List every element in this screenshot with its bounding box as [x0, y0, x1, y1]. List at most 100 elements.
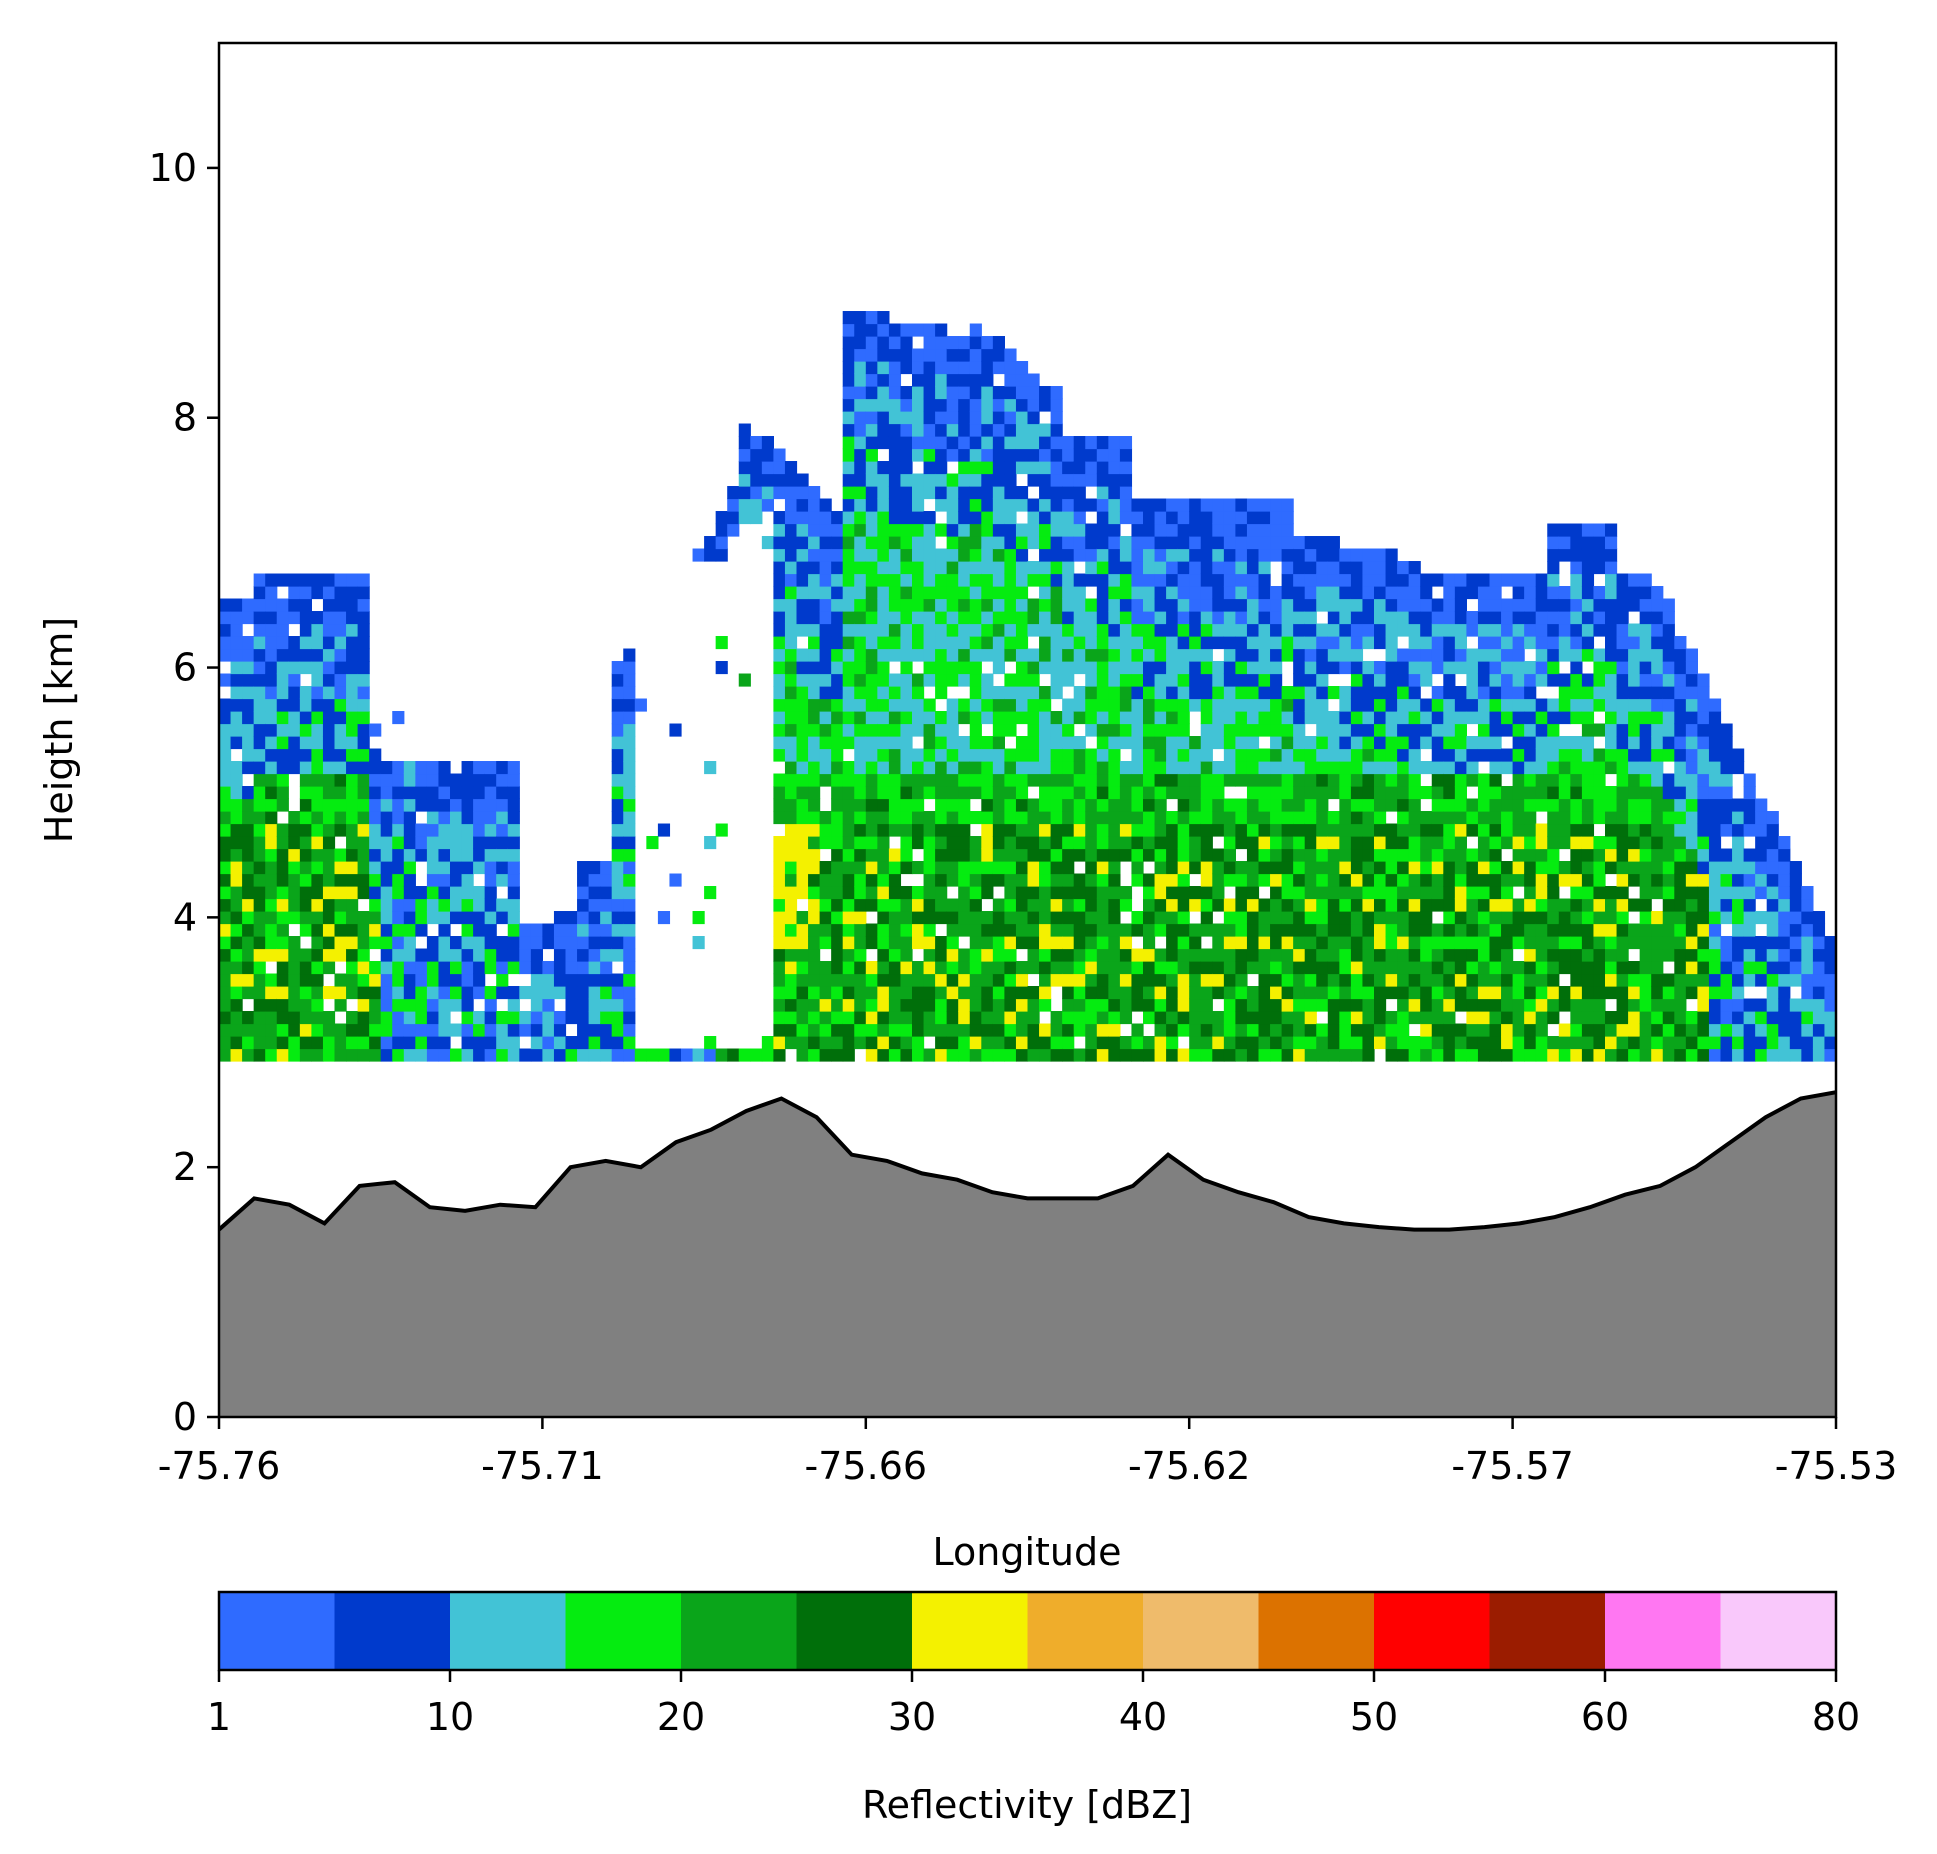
- reflectivity-cell: [1085, 948, 1098, 962]
- reflectivity-cell: [611, 736, 624, 750]
- reflectivity-cell: [299, 786, 312, 800]
- reflectivity-cell: [369, 811, 382, 825]
- reflectivity-cell: [923, 398, 936, 412]
- reflectivity-cell: [854, 1023, 867, 1037]
- reflectivity-cell: [265, 861, 278, 875]
- reflectivity-cell: [1073, 973, 1086, 987]
- reflectivity-cell: [380, 873, 393, 887]
- reflectivity-cell: [1270, 598, 1283, 612]
- reflectivity-cell: [1778, 973, 1791, 987]
- reflectivity-cell: [819, 723, 832, 737]
- reflectivity-cell: [1027, 598, 1040, 612]
- reflectivity-cell: [1050, 948, 1063, 962]
- reflectivity-cell: [935, 1048, 948, 1062]
- reflectivity-cell: [623, 898, 636, 912]
- reflectivity-cell: [1004, 523, 1017, 537]
- reflectivity-cell: [923, 661, 936, 675]
- reflectivity-cell: [1570, 923, 1583, 937]
- reflectivity-cell: [1385, 848, 1398, 862]
- reflectivity-cell: [1708, 786, 1722, 800]
- reflectivity-cell: [242, 911, 255, 925]
- reflectivity-cell: [1004, 536, 1017, 550]
- reflectivity-cell: [831, 998, 844, 1012]
- reflectivity-cell: [1327, 961, 1340, 975]
- reflectivity-cell: [415, 836, 428, 850]
- reflectivity-cell: [784, 986, 798, 1000]
- reflectivity-cell: [865, 848, 878, 862]
- reflectivity-cell: [992, 973, 1005, 987]
- reflectivity-cell: [242, 711, 255, 725]
- reflectivity-cell: [1212, 811, 1225, 825]
- reflectivity-cell: [831, 736, 844, 750]
- reflectivity-cell: [969, 698, 982, 712]
- reflectivity-cell: [923, 698, 936, 712]
- reflectivity-cell: [992, 436, 1005, 450]
- reflectivity-cell: [1166, 686, 1179, 700]
- reflectivity-cell: [946, 536, 959, 550]
- reflectivity-cell: [1027, 848, 1040, 862]
- reflectivity-cell: [1143, 711, 1156, 725]
- reflectivity-cell: [912, 911, 925, 925]
- reflectivity-cell: [1339, 611, 1352, 625]
- reflectivity-cell: [958, 373, 971, 387]
- reflectivity-cell: [1293, 773, 1306, 787]
- reflectivity-cell: [981, 486, 994, 500]
- reflectivity-cell: [1235, 923, 1248, 937]
- reflectivity-cell: [1581, 998, 1595, 1012]
- reflectivity-cell: [415, 1023, 428, 1037]
- reflectivity-cell: [1119, 573, 1133, 587]
- reflectivity-cell: [1189, 598, 1202, 612]
- reflectivity-cell: [1327, 636, 1340, 650]
- reflectivity-cell: [1200, 636, 1213, 650]
- reflectivity-cell: [322, 936, 336, 950]
- reflectivity-cell: [1639, 936, 1652, 950]
- reflectivity-cell: [276, 998, 289, 1012]
- reflectivity-cell: [253, 636, 266, 650]
- reflectivity-cell: [1443, 998, 1456, 1012]
- reflectivity-cell: [1131, 848, 1144, 862]
- reflectivity-cell: [230, 998, 243, 1012]
- reflectivity-cell: [1281, 773, 1294, 787]
- reflectivity-cell: [1027, 523, 1040, 537]
- reflectivity-cell: [1293, 711, 1306, 725]
- reflectivity-cell: [1501, 723, 1514, 737]
- reflectivity-cell: [1073, 523, 1086, 537]
- reflectivity-cell: [1177, 1023, 1190, 1037]
- reflectivity-cell: [1489, 673, 1502, 687]
- reflectivity-cell: [1524, 673, 1537, 687]
- reflectivity-cell: [854, 836, 867, 850]
- reflectivity-cell: [311, 798, 324, 812]
- reflectivity-cell: [1766, 936, 1779, 950]
- reflectivity-cell: [842, 873, 855, 887]
- reflectivity-cell: [1339, 598, 1352, 612]
- reflectivity-cell: [888, 536, 902, 550]
- reflectivity-cell: [796, 998, 809, 1012]
- reflectivity-cell: [935, 748, 948, 762]
- reflectivity-cell: [1327, 811, 1340, 825]
- reflectivity-cell: [1154, 736, 1167, 750]
- reflectivity-cell: [1166, 511, 1179, 525]
- reflectivity-cell: [507, 961, 520, 975]
- reflectivity-cell: [1119, 498, 1133, 512]
- reflectivity-cell: [1004, 461, 1017, 475]
- reflectivity-cell: [1062, 573, 1075, 587]
- reflectivity-cell: [1316, 823, 1329, 837]
- reflectivity-cell: [1501, 836, 1514, 850]
- reflectivity-cell: [1581, 536, 1595, 550]
- reflectivity-cell: [1397, 698, 1410, 712]
- reflectivity-cell: [1062, 698, 1075, 712]
- reflectivity-cell: [1004, 623, 1017, 637]
- reflectivity-cell: [1524, 736, 1537, 750]
- colorbar-swatch: [1374, 1592, 1490, 1670]
- reflectivity-cell: [530, 973, 543, 987]
- reflectivity-cell: [1131, 661, 1144, 675]
- reflectivity-cell: [773, 686, 786, 700]
- reflectivity-cell: [888, 786, 902, 800]
- reflectivity-cell: [1466, 1048, 1479, 1062]
- reflectivity-cell: [969, 336, 982, 350]
- reflectivity-cell: [623, 798, 636, 812]
- reflectivity-cell: [1246, 711, 1260, 725]
- reflectivity-cell: [773, 898, 786, 912]
- reflectivity-cell: [1166, 573, 1179, 587]
- reflectivity-cell: [912, 823, 925, 837]
